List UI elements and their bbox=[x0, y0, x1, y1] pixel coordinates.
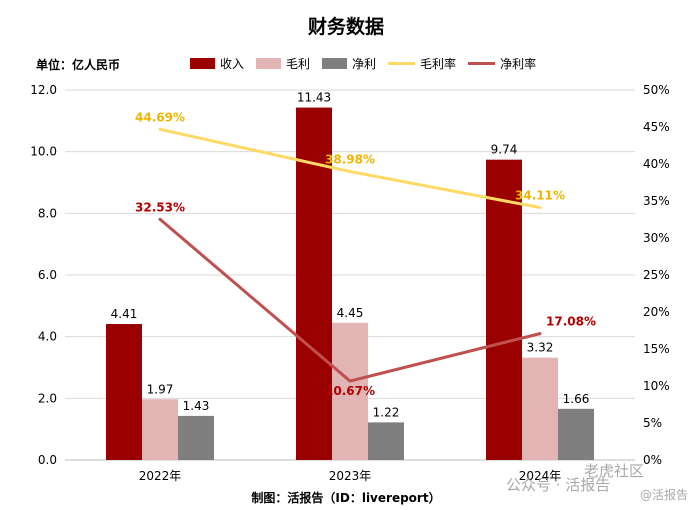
bar-1 bbox=[486, 159, 522, 460]
legend-swatch-revenue bbox=[190, 58, 215, 69]
line-point bbox=[348, 170, 352, 174]
y-right-tick-label: 0% bbox=[643, 453, 662, 467]
line-data-label: 38.98% bbox=[325, 153, 375, 167]
legend: 收入 毛利 净利 毛利率 净利率 bbox=[190, 55, 548, 72]
y-left-tick-label: 0.0 bbox=[38, 453, 57, 467]
bar-data-label: 4.41 bbox=[111, 307, 138, 321]
legend-label-net-margin: 净利率 bbox=[500, 57, 537, 71]
legend-item-gross-profit: 毛利 bbox=[256, 55, 310, 72]
bar-3 bbox=[368, 422, 404, 460]
y-right-tick-label: 15% bbox=[643, 342, 670, 356]
watermark-handle: @活报告 bbox=[640, 488, 689, 502]
legend-label-gross-profit: 毛利 bbox=[286, 57, 311, 71]
line-data-label: 10.67% bbox=[325, 384, 375, 398]
chart-title: 财务数据 bbox=[307, 16, 384, 38]
y-right-tick-label: 35% bbox=[643, 194, 670, 208]
bar-data-label: 9.74 bbox=[491, 143, 518, 157]
line-point bbox=[538, 332, 542, 336]
y-left-tick-label: 8.0 bbox=[38, 206, 57, 220]
watermark-community: 老虎社区 bbox=[584, 462, 645, 480]
x-tick-label: 2022年 bbox=[139, 469, 182, 483]
y-right-tick-label: 30% bbox=[643, 231, 670, 245]
legend-swatch-gross-profit bbox=[256, 58, 282, 69]
bar-2 bbox=[142, 399, 178, 460]
line-point bbox=[348, 379, 352, 383]
unit-label: 单位：亿人民币 bbox=[36, 58, 121, 72]
legend-label-net-profit: 净利 bbox=[352, 57, 377, 71]
bar-2 bbox=[332, 322, 368, 460]
legend-item-net-profit: 净利 bbox=[322, 55, 376, 72]
line-point bbox=[538, 206, 542, 210]
bar-data-label: 1.43 bbox=[183, 399, 210, 413]
bar-data-label: 1.22 bbox=[373, 405, 400, 419]
bar-2 bbox=[522, 357, 558, 460]
bar-data-label: 1.66 bbox=[563, 392, 590, 406]
legend-item-gross-margin: 毛利率 bbox=[388, 55, 456, 72]
legend-label-revenue: 收入 bbox=[220, 57, 245, 71]
line-series-1 bbox=[159, 127, 541, 210]
y-right-tick-label: 25% bbox=[643, 268, 670, 282]
bar-1 bbox=[106, 324, 142, 460]
bar-3 bbox=[558, 408, 594, 460]
line-data-label: 44.69% bbox=[135, 110, 185, 124]
y-left-tick-label: 6.0 bbox=[38, 268, 57, 282]
bar-data-label: 11.43 bbox=[297, 91, 331, 105]
watermark-account: 公众号 · 活报告 bbox=[506, 476, 611, 494]
x-tick-label: 2024年 bbox=[519, 469, 562, 483]
legend-label-gross-margin: 毛利率 bbox=[420, 57, 457, 71]
y-right-tick-label: 5% bbox=[643, 416, 662, 430]
y-right-tick-label: 45% bbox=[643, 120, 670, 134]
line-data-label: 17.08% bbox=[546, 315, 596, 329]
y-right-tick-label: 50% bbox=[643, 83, 670, 97]
legend-swatch-net-profit bbox=[322, 58, 348, 69]
legend-line-net-margin bbox=[468, 62, 496, 65]
chart-credit: 制图：活报告（ID：livereport） bbox=[251, 491, 441, 505]
x-tick-label: 2023年 bbox=[329, 469, 372, 483]
y-right-tick-label: 40% bbox=[643, 157, 670, 171]
bar-3 bbox=[178, 415, 214, 460]
y-left-tick-label: 4.0 bbox=[38, 330, 57, 344]
y-left-tick-label: 2.0 bbox=[38, 391, 57, 405]
y-right-tick-label: 20% bbox=[643, 305, 670, 319]
bar-data-label: 1.97 bbox=[147, 382, 174, 396]
bar-data-label: 3.32 bbox=[527, 341, 554, 355]
legend-item-revenue: 收入 bbox=[190, 55, 244, 72]
line-data-label: 32.53% bbox=[135, 200, 185, 214]
bar-data-label: 4.45 bbox=[337, 306, 364, 320]
y-left-tick-label: 12.0 bbox=[30, 83, 57, 97]
legend-item-net-margin: 净利率 bbox=[468, 55, 536, 72]
line-point bbox=[158, 217, 162, 221]
y-right-tick-label: 10% bbox=[643, 379, 670, 393]
y-left-tick-label: 10.0 bbox=[30, 145, 57, 159]
line-point bbox=[158, 127, 162, 131]
legend-line-gross-margin bbox=[388, 62, 416, 65]
line-data-label: 34.11% bbox=[515, 189, 565, 203]
